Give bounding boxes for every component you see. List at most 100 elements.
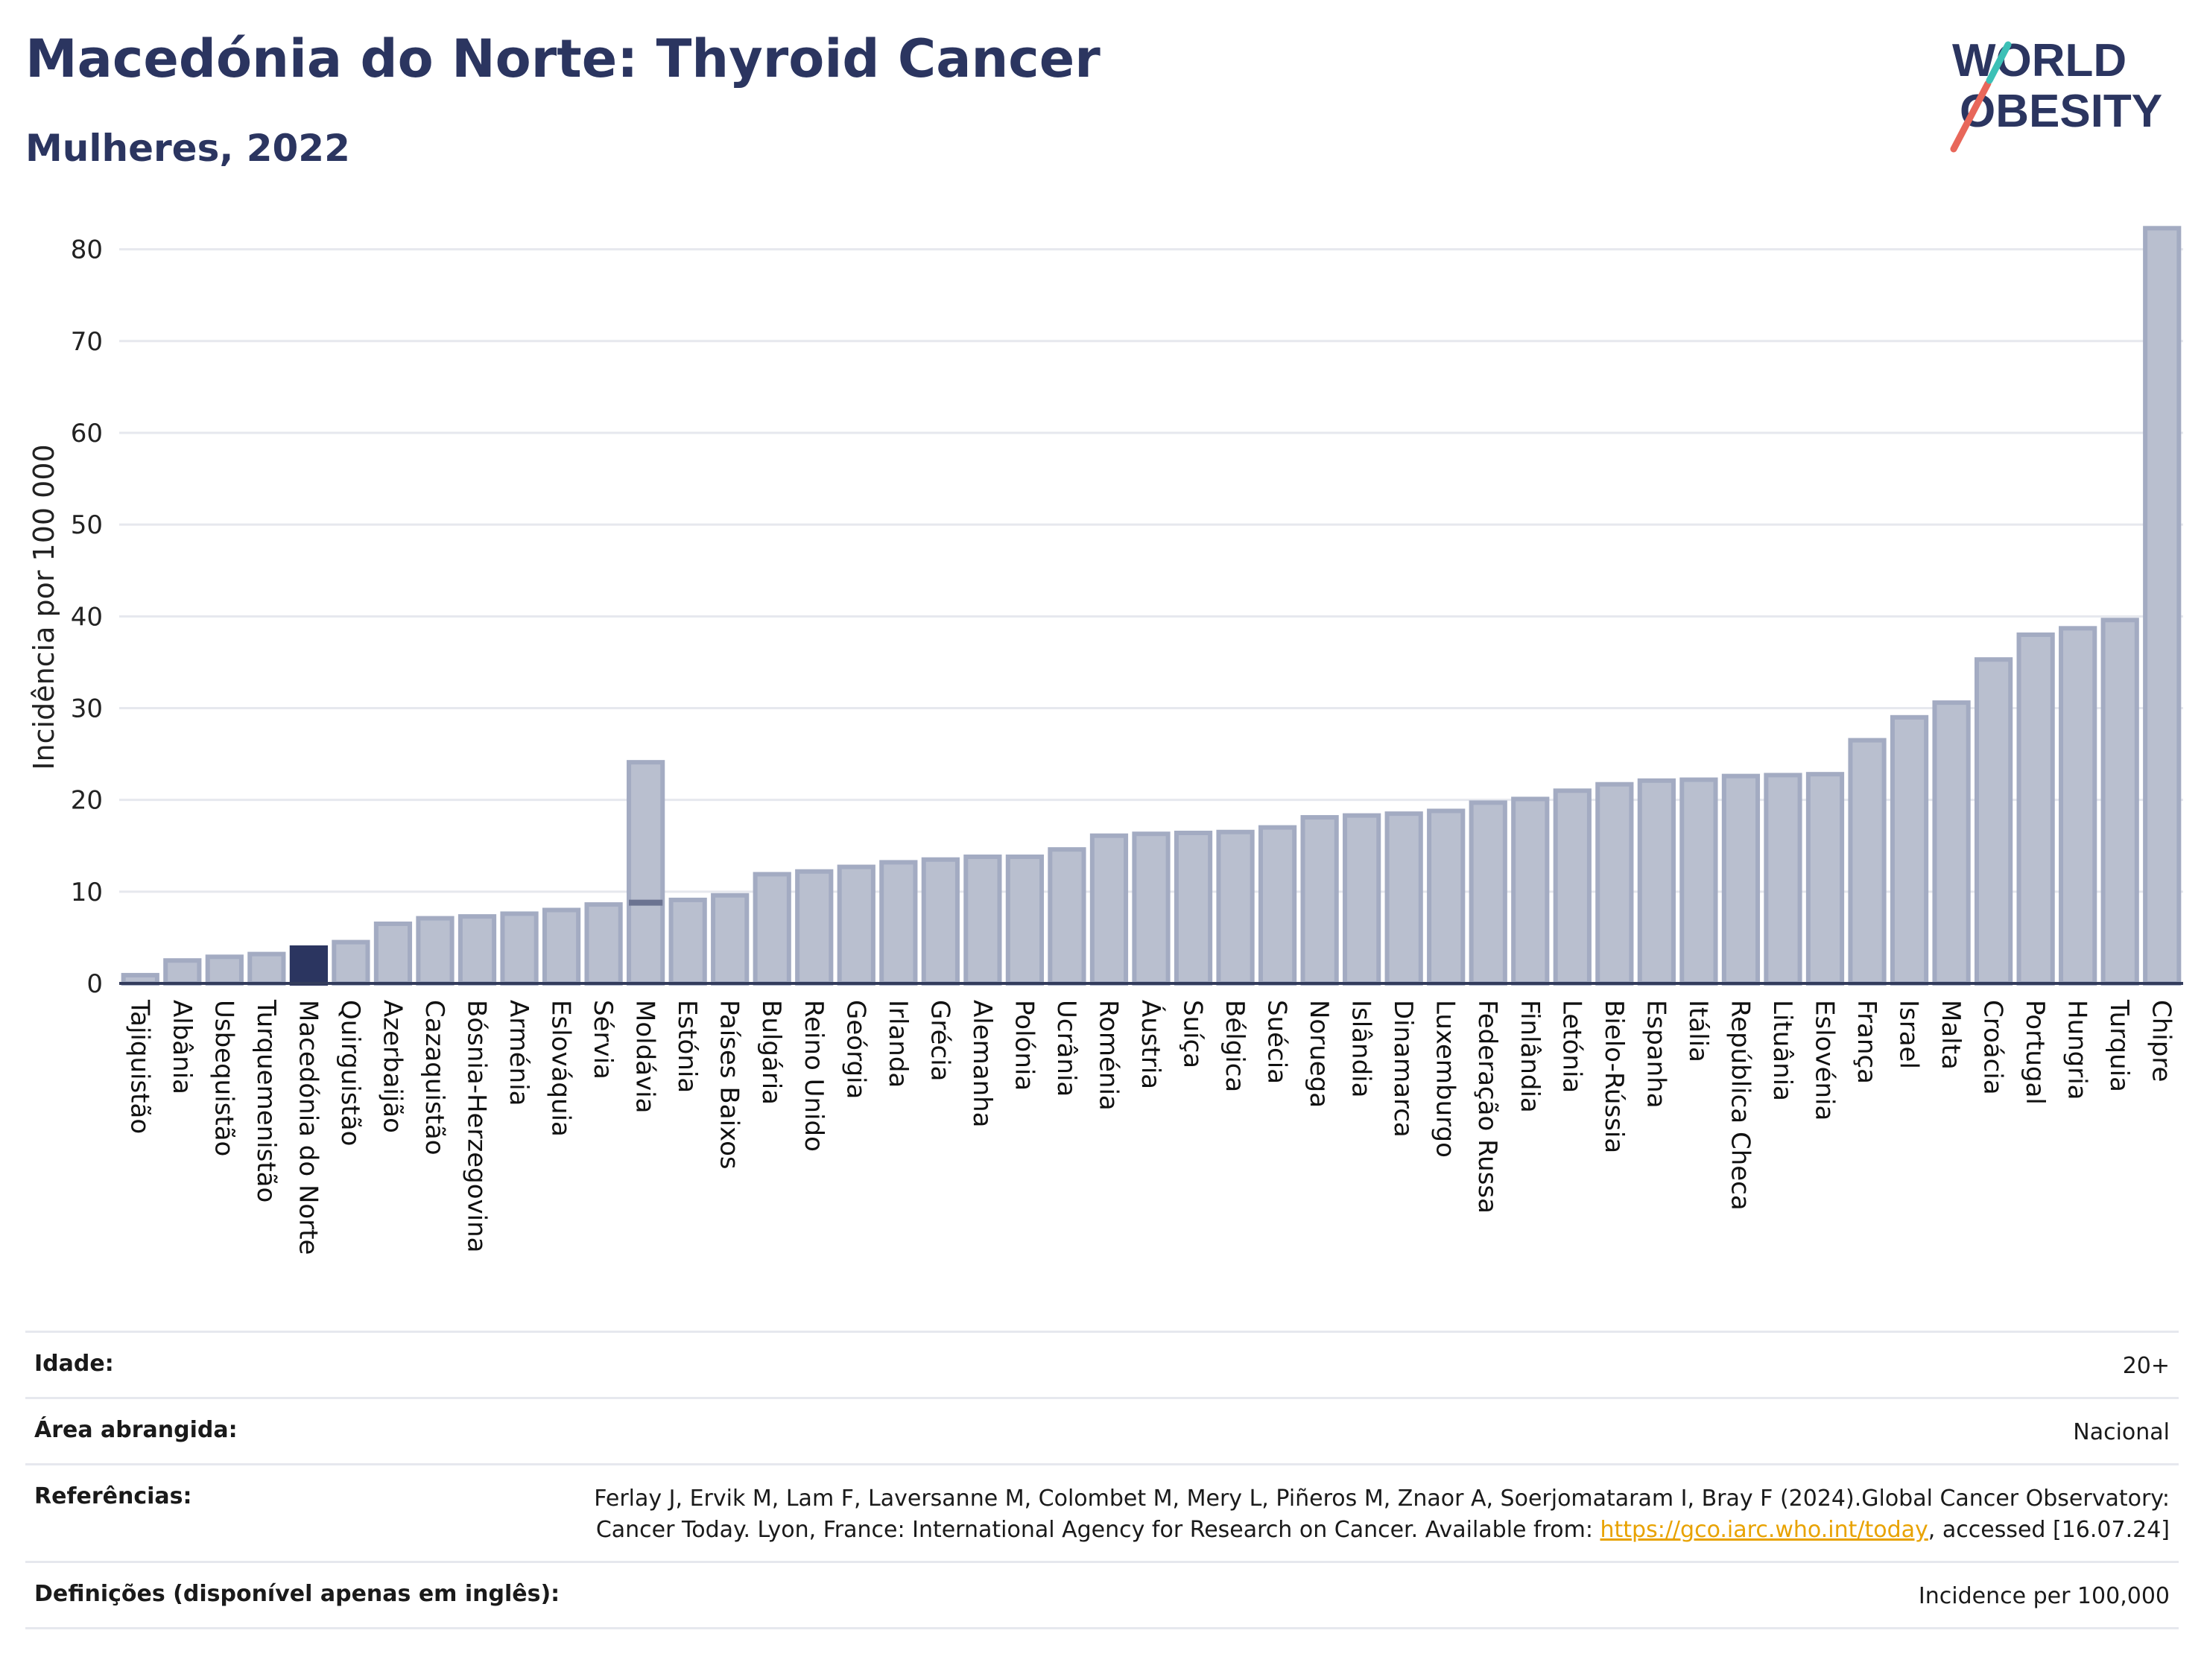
bar [1890,714,1929,986]
bar [963,855,1002,986]
bar [2143,226,2182,986]
bar [542,907,581,986]
y-tick-label: 80 [71,235,103,265]
bar [1384,811,1423,986]
bar [1469,800,1507,986]
y-tick-label: 30 [71,694,103,723]
bar-chart: 0 10 20 30 40 50 60 70 80 Incidência por 100 000 T… [28,226,2183,1255]
bar [1721,773,1761,986]
bar [1637,778,1676,986]
bar [1679,777,1718,986]
bar [289,945,329,986]
x-tick-label: Federação Russa [1472,1000,1502,1214]
x-tick-label: Geórgia [840,1000,870,1099]
y-axis-label: Incidência por 100 000 [28,444,60,770]
x-tick-label: Roménia [1093,1000,1123,1111]
x-tick-label: Áustria [1136,1000,1166,1089]
reference-link[interactable]: https://gco.iarc.who.int/today [1600,1517,1928,1543]
y-tick-label: 20 [71,786,103,816]
x-tick-label: Quirguistão [335,1000,365,1146]
meta-value-age: 20+ [2122,1353,2170,1379]
x-tick-label: Eslováquia [546,1000,576,1137]
y-tick-label: 50 [71,510,103,540]
x-tick-label: Cazaquistão [419,1000,449,1156]
x-tick-label: Bósnia-Herzegovina [462,1000,492,1253]
x-tick-label: Sérvia [588,1000,618,1080]
x-tick-label: Grécia [925,1000,954,1081]
bar [668,897,707,986]
y-tick-label: 0 [86,969,103,999]
meta-value-area: Nacional [2073,1419,2170,1445]
bar [205,954,244,986]
x-tick-label: Hungria [2062,1000,2092,1100]
x-tick-label: Israel [1894,1000,1924,1069]
metadata-table: Idade: 20+ Área abrangida: Nacional Refe… [25,1331,2179,1629]
x-tick-label: Chipre [2147,1000,2176,1082]
bar [711,893,750,986]
bar [627,760,665,986]
meta-value-definitions: Incidence per 100,000 [1918,1583,2170,1609]
bar [1511,796,1550,986]
reference-text-end: , accessed [16.07.24] [1928,1517,2170,1543]
logo-word-world: WORLD [1952,35,2127,86]
x-tick-label: Eslovénia [1809,1000,1839,1120]
bar [1805,772,1845,986]
bar [1975,657,2013,986]
bar [584,902,623,986]
bar [879,860,918,986]
x-tick-label: Luxemburgo [1431,1000,1460,1158]
x-tick-label: Suécia [1262,1000,1292,1084]
x-tick-label: Bélgica [1220,1000,1250,1092]
x-tick-label: Islândia [1346,1000,1376,1097]
bar [1427,808,1466,986]
x-tick-label: Croácia [1978,1000,2008,1095]
x-tick-label: Letónia [1557,1000,1586,1093]
meta-label-area: Área abrangida: [34,1417,238,1443]
x-tick-label: Lituânia [1767,1000,1797,1101]
x-tick-label: Macedónia do Norte [293,1000,323,1255]
x-tick-label: Moldávia [630,1000,660,1113]
x-tick-label: Bulgária [756,1000,786,1105]
x-tick-label: Dinamarca [1388,1000,1418,1138]
bar [1300,815,1339,986]
x-tick-label: Noruega [1304,1000,1334,1108]
x-tick-label: Países Baixos [715,1000,744,1170]
bar [1216,829,1255,986]
x-tick-label: Albânia [167,1000,197,1094]
meta-label-definitions: Definições (disponível apenas em inglês)… [34,1581,560,1607]
bar [795,869,834,986]
reference-text: Ferlay J, Ervik M, Lam F, Laversanne M, … [594,1486,2170,1543]
x-tick-label: Itália [1683,1000,1713,1062]
bar [1932,700,1971,986]
bar [332,939,370,986]
bar [247,951,286,986]
meta-label-age: Idade: [34,1351,114,1377]
x-tick-label: Bielo-Rússia [1599,1000,1629,1153]
x-tick-label: República Checa [1725,1000,1755,1211]
bar [1553,788,1592,986]
y-tick-label: 40 [71,602,103,632]
x-tick-label: Ucrânia [1051,1000,1081,1097]
bar [2016,632,2055,986]
bar [921,857,960,986]
x-tick-label: Estónia [672,1000,702,1093]
chart-title: Macedónia do Norte: Thyroid Cancer [25,28,1101,89]
bar [837,864,875,986]
bar [373,921,413,986]
bar [1132,831,1171,986]
meta-value-references: Ferlay J, Ervik M, Lam F, Laversanne M, … [568,1483,2170,1546]
bar [2059,626,2097,986]
x-tick-label: Alemanha [967,1000,997,1128]
bar [1595,782,1634,986]
meta-row-area: Área abrangida: Nacional [25,1397,2179,1463]
world-obesity-logo: WORLD OBESITY [1950,35,2162,153]
x-tick-label: França [1852,1000,1881,1084]
meta-row-definitions: Definições (disponível apenas em inglês)… [25,1561,2179,1629]
bar [1764,773,1802,986]
x-tick-label: Usbequistão [209,1000,238,1156]
x-tick-label: Turquemenistão [251,999,281,1202]
y-tick-label: 60 [71,419,103,448]
bar [1005,855,1045,986]
bar [1258,825,1297,986]
x-tick-label: Azerbaijão [377,1000,407,1133]
